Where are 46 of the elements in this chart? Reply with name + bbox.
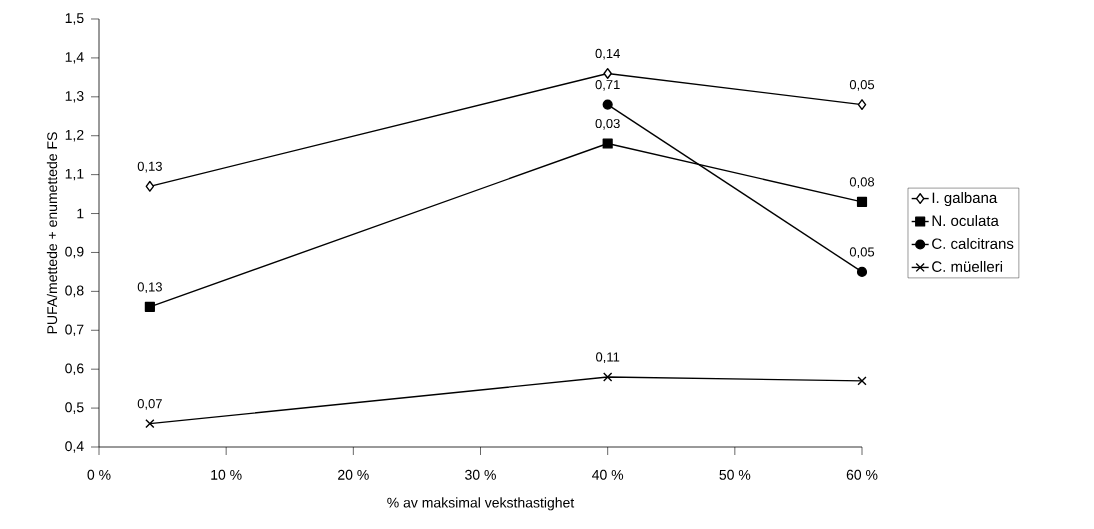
y-tick-label: 0,7 — [65, 324, 84, 337]
y-tick-label: 1 — [77, 208, 84, 219]
x-tick-label: 0 % — [87, 469, 111, 480]
legend-label: N. oculata — [932, 215, 999, 227]
annotation: 0,07 — [137, 399, 162, 410]
point — [145, 180, 155, 192]
legend-label: I. galbana — [932, 192, 998, 207]
annotation: 0,11 — [596, 352, 620, 364]
annotation: 0,13 — [137, 161, 162, 173]
annotation: 0,13 — [137, 282, 162, 294]
point — [602, 138, 613, 149]
y-axis-title: PUFA/mettede + enumettede FS — [46, 132, 58, 334]
annotation: 0,14 — [595, 48, 620, 60]
y-tick-label: 0,5 — [65, 402, 84, 414]
point — [603, 372, 613, 382]
x-tick-label: 20 % — [338, 469, 369, 480]
y-tick-label: 1,1 — [65, 168, 84, 181]
point — [145, 419, 155, 429]
y-tick-label: 1,4 — [65, 52, 84, 64]
point — [857, 99, 867, 111]
annotation: 0,03 — [595, 118, 620, 130]
y-tick-label: 0,6 — [65, 363, 84, 375]
x-tick-label: 40 % — [592, 469, 624, 480]
legend-label: C. calcitrans — [932, 237, 1014, 249]
legend-label: C. müelleri — [932, 260, 1003, 272]
x-tick-label: 50 % — [719, 469, 751, 480]
annotation: 0,71 — [595, 79, 620, 91]
point — [603, 67, 612, 79]
y-tick-label: 0,9 — [65, 246, 84, 259]
x-tick-label: 10 % — [211, 469, 242, 480]
point — [857, 376, 867, 386]
annotation: 0,05 — [849, 247, 875, 259]
x-axis-title: % av maksimal veksthastighet — [387, 497, 575, 511]
y-tick-label: 1,2 — [65, 129, 84, 142]
point — [856, 266, 868, 277]
y-tick-label: 0,4 — [65, 441, 84, 453]
point — [144, 301, 155, 313]
annotation: 0,08 — [849, 177, 875, 188]
x-tick-label: 60 % — [846, 469, 878, 480]
x-tick-label: 30 % — [465, 469, 496, 480]
y-tick-label: 1,3 — [65, 91, 84, 103]
annotation: 0,05 — [849, 79, 875, 91]
point — [602, 99, 613, 110]
point — [856, 196, 868, 207]
y-tick-label: 1,5 — [65, 13, 84, 25]
y-tick-label: 0,8 — [65, 285, 84, 298]
